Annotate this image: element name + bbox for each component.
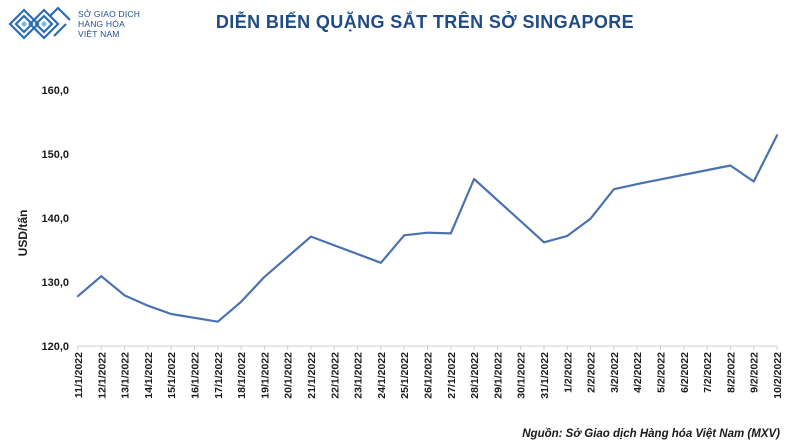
y-axis: 120,0 130,0 140,0 150,0 160,0 bbox=[41, 85, 69, 353]
logo-text: SỞ GIAO DỊCH HÀNG HÓA VIỆT NAM bbox=[78, 9, 140, 39]
x-tick-label: 2/2/2022 bbox=[586, 352, 598, 393]
x-tick-label: 26/1/2022 bbox=[423, 352, 435, 399]
y-tick-label: 150,0 bbox=[41, 149, 69, 161]
x-tick-label: 1/2/2022 bbox=[562, 352, 574, 393]
x-tick-label: 17/1/2022 bbox=[213, 352, 225, 399]
x-tick-label: 11/1/2022 bbox=[73, 352, 85, 398]
x-tick-label: 15/1/2022 bbox=[166, 352, 178, 399]
logo-line-3: VIỆT NAM bbox=[78, 29, 120, 39]
y-axis-label: USD/tấn bbox=[16, 210, 30, 257]
x-tick-label: 18/1/2022 bbox=[236, 352, 248, 399]
x-tick-label: 3/2/2022 bbox=[609, 352, 621, 393]
x-tick-label: 9/2/2022 bbox=[749, 352, 761, 393]
logo-line-1: SỞ GIAO DỊCH bbox=[78, 9, 141, 19]
x-tick-label: 13/1/2022 bbox=[120, 352, 132, 399]
x-tick-label: 24/1/2022 bbox=[376, 352, 388, 399]
x-tick-label: 23/1/2022 bbox=[353, 352, 365, 399]
x-tick-label: 25/1/2022 bbox=[399, 352, 411, 399]
x-tick-label: 14/1/2022 bbox=[143, 352, 155, 399]
x-tick-label: 21/1/2022 bbox=[306, 352, 318, 399]
x-tick-label: 10/2/2022 bbox=[772, 352, 784, 399]
logo-line-2: HÀNG HÓA bbox=[78, 19, 125, 29]
x-tick-label: 6/2/2022 bbox=[679, 352, 691, 393]
y-tick-label: 140,0 bbox=[41, 213, 69, 225]
y-tick-label: 130,0 bbox=[41, 277, 69, 289]
mxv-logo-icon bbox=[8, 6, 71, 40]
y-tick-label: 120,0 bbox=[41, 341, 69, 353]
x-tick-label: 22/1/2022 bbox=[329, 352, 341, 399]
x-tick-label: 8/2/2022 bbox=[725, 352, 737, 393]
x-tick-label: 27/1/2022 bbox=[446, 352, 458, 399]
x-tick-label: 20/1/2022 bbox=[283, 352, 295, 399]
x-tick-label: 12/1/2022 bbox=[96, 352, 108, 399]
source-note: Nguồn: Sở Giao dịch Hàng hóa Việt Nam (M… bbox=[522, 428, 780, 440]
x-tick-label: 5/2/2022 bbox=[656, 352, 668, 393]
x-tick-label: 30/1/2022 bbox=[516, 352, 528, 399]
x-axis: 11/1/2022 12/1/2022 13/1/2022 14/1/2022 15/1… bbox=[73, 345, 784, 399]
logo: SỞ GIAO DỊCH HÀNG HÓA VIỆT NAM bbox=[6, 4, 156, 44]
series-group bbox=[76, 134, 779, 323]
chart-title: DIỄN BIẾN QUẶNG SẮT TRÊN SỞ SINGAPORE bbox=[215, 12, 635, 32]
x-tick-label: 4/2/2022 bbox=[632, 352, 644, 393]
x-tick-label: 31/1/2022 bbox=[539, 352, 551, 399]
x-tick-label: 16/1/2022 bbox=[190, 352, 202, 399]
y-tick-label: 160,0 bbox=[41, 85, 69, 97]
x-tick-label: 29/1/2022 bbox=[492, 352, 504, 399]
series-line bbox=[76, 134, 779, 323]
x-tick-label: 28/1/2022 bbox=[469, 352, 481, 399]
x-tick-label: 19/1/2022 bbox=[259, 352, 271, 399]
x-tick-label: 7/2/2022 bbox=[702, 352, 714, 393]
